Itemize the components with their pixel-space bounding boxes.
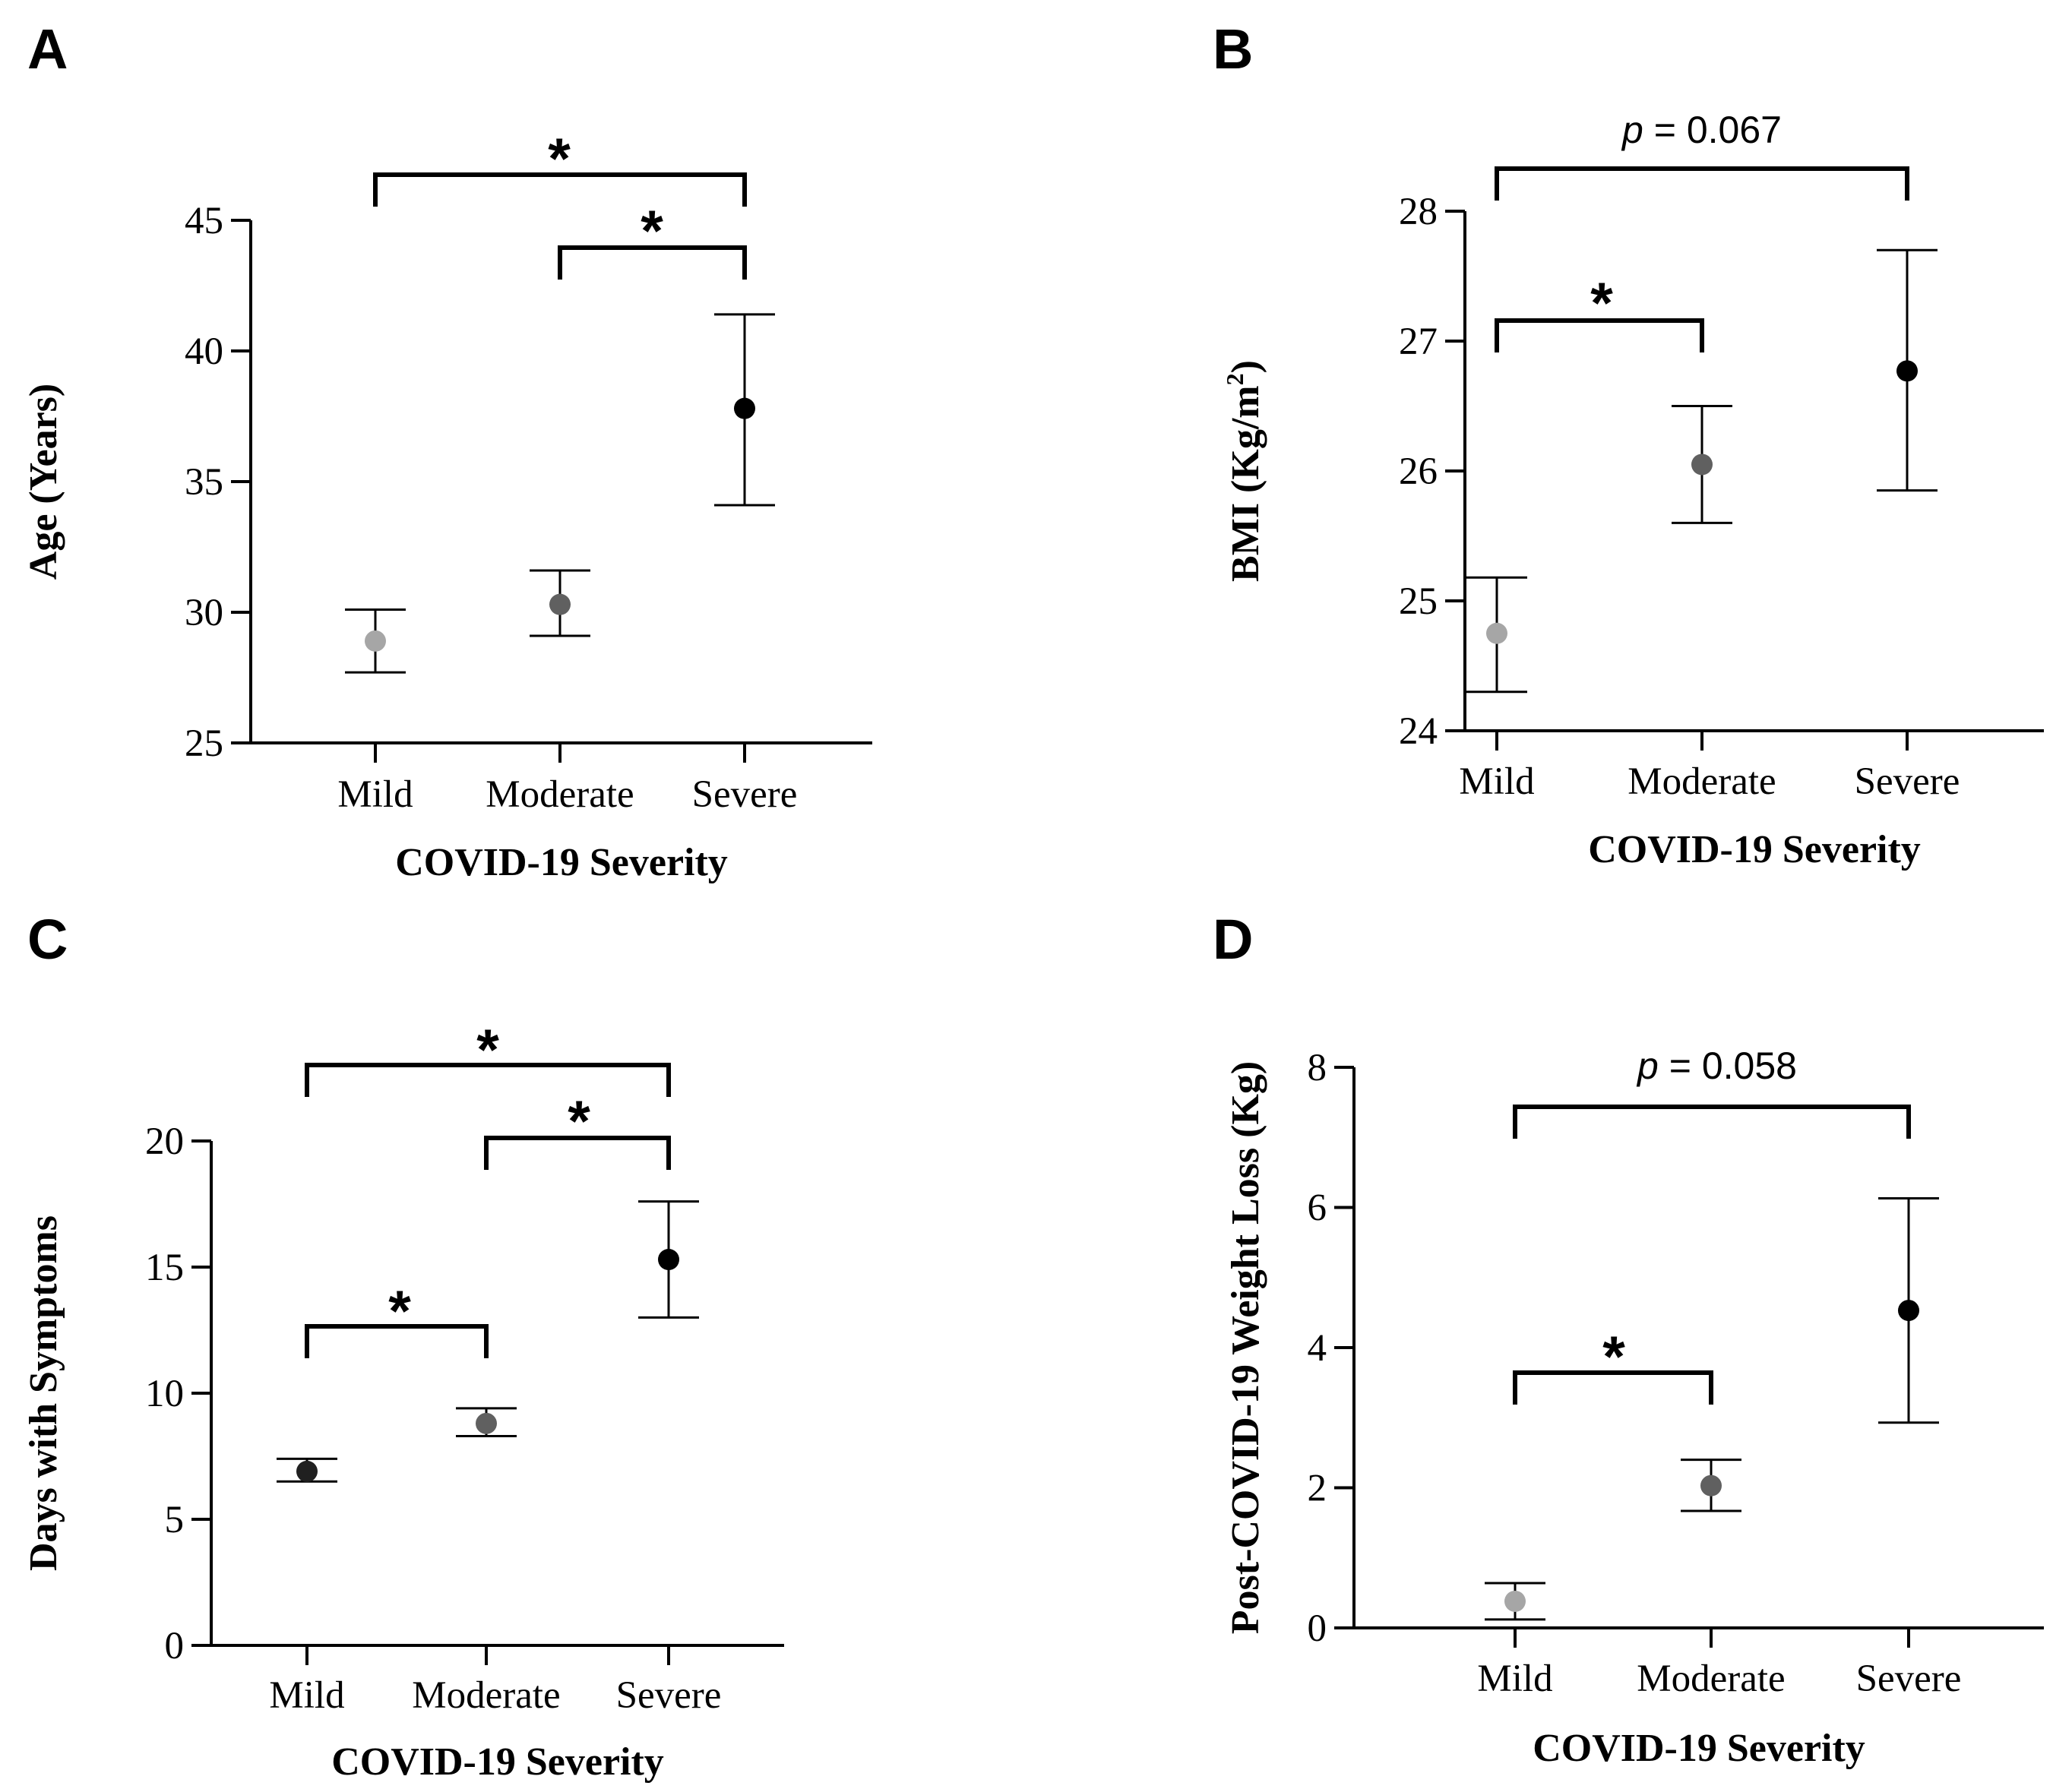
panel-c-significance-bracket bbox=[305, 1324, 489, 1358]
panel-c-point-moderate bbox=[476, 1412, 497, 1434]
panel-d-p-value: = 0.058 bbox=[1659, 1045, 1797, 1087]
panel-b-y-tick-label: 25 bbox=[1399, 580, 1438, 623]
panel-b-x-axis-title: COVID-19 Severity bbox=[1588, 828, 1921, 871]
panel-a-significance-bracket bbox=[558, 245, 747, 280]
panel-c-significance-star: * bbox=[476, 1018, 499, 1082]
panel-d-x-tick-label: Severe bbox=[1856, 1658, 1962, 1700]
panel-c-significance-bracket bbox=[484, 1136, 671, 1170]
panel-d-x-tick-label: Moderate bbox=[1637, 1658, 1785, 1700]
panel-b-y-tick-label: 24 bbox=[1399, 710, 1438, 753]
panel-b-letter: B bbox=[1213, 17, 1253, 81]
panel-a-point-severe bbox=[734, 397, 755, 419]
panel-c-point-mild bbox=[296, 1460, 318, 1482]
panel-a-x-tick-label: Moderate bbox=[486, 773, 634, 816]
panel-b-point-moderate bbox=[1691, 454, 1713, 476]
panel-b-point-severe bbox=[1896, 360, 1918, 382]
panel-b-p-value-label: p = 0.067 bbox=[1621, 109, 1782, 151]
panel-b-y-axis-title-main: BMI (Kg/m bbox=[1224, 385, 1267, 582]
panel-d-p-symbol: p bbox=[1636, 1045, 1659, 1087]
panel-d-x-tick-label: Mild bbox=[1477, 1658, 1552, 1700]
panel-b-y-tick-label: 28 bbox=[1399, 191, 1438, 233]
panel-a-y-tick-label: 40 bbox=[185, 330, 223, 373]
panel-b-significance-star: * bbox=[1590, 271, 1613, 336]
panel-d-point-moderate bbox=[1700, 1474, 1722, 1496]
panel-c-x-tick-label: Mild bbox=[269, 1674, 344, 1717]
panel-b-point-mild bbox=[1486, 622, 1507, 644]
panel-a-significance-star: * bbox=[641, 199, 663, 264]
panel-c-significance-star: * bbox=[568, 1089, 590, 1154]
panel-d-p-value-label: p = 0.058 bbox=[1636, 1045, 1797, 1087]
panel-b-p-symbol: p bbox=[1621, 109, 1643, 151]
panel-c-y-tick-label: 10 bbox=[145, 1373, 184, 1415]
panel-c-point-severe bbox=[658, 1249, 679, 1271]
panel-c-x-tick-label: Moderate bbox=[412, 1674, 560, 1717]
panel-c-letter: C bbox=[27, 908, 68, 971]
panel-a-x-axis-title: COVID-19 Severity bbox=[395, 841, 728, 884]
panel-b-p-value: = 0.067 bbox=[1643, 109, 1782, 151]
panel-b-x-tick-label: Severe bbox=[1855, 760, 1960, 803]
panel-b-y-axis-title: BMI (Kg/m2) bbox=[1221, 360, 1267, 582]
panel-a-y-tick-label: 35 bbox=[185, 461, 223, 504]
panel-a-point-moderate bbox=[549, 593, 571, 615]
panel-d-significance-bracket bbox=[1513, 1105, 1911, 1139]
panel-a-x-tick-label: Mild bbox=[337, 773, 413, 816]
panel-b-y-tick-label: 27 bbox=[1399, 321, 1438, 363]
panel-b-y-axis-title-end: ) bbox=[1224, 360, 1267, 373]
panel-a-point-mild bbox=[365, 630, 386, 652]
panel-d-x-axis-title: COVID-19 Severity bbox=[1533, 1727, 1865, 1770]
panel-d-letter: D bbox=[1213, 908, 1253, 971]
panel-c-y-tick-label: 5 bbox=[165, 1499, 185, 1541]
panel-b-significance-bracket bbox=[1495, 318, 1704, 352]
panel-d-significance-star: * bbox=[1602, 1325, 1625, 1389]
panel-c-x-tick-label: Severe bbox=[616, 1674, 722, 1717]
panel-a-x-tick-label: Severe bbox=[692, 773, 798, 816]
panel-c-significance-star: * bbox=[388, 1279, 411, 1344]
panel-c-y-tick-label: 0 bbox=[165, 1625, 185, 1667]
panel-a-y-axis-title: Age (Years) bbox=[22, 384, 65, 580]
panel-d-point-severe bbox=[1898, 1300, 1919, 1322]
panel-b-y-tick-label: 26 bbox=[1399, 450, 1438, 493]
panel-a-y-tick-label: 30 bbox=[185, 592, 223, 634]
panel-a-letter: A bbox=[27, 17, 68, 81]
panel-b-y-axis-title-sup: 2 bbox=[1221, 373, 1248, 385]
panel-d-y-axis-title: Post-COVID-19 Weight Loss (Kg) bbox=[1224, 1061, 1267, 1634]
panel-d-y-tick-label: 0 bbox=[1308, 1607, 1327, 1650]
panel-b-significance-bracket bbox=[1495, 166, 1909, 201]
panel-a-significance-bracket bbox=[373, 172, 747, 207]
panel-d-y-tick-label: 4 bbox=[1308, 1327, 1327, 1370]
panel-d-y-tick-label: 8 bbox=[1308, 1047, 1327, 1089]
panel-b-x-tick-label: Mild bbox=[1459, 760, 1534, 803]
panel-d-significance-bracket bbox=[1513, 1370, 1713, 1405]
panel-b-x-tick-label: Moderate bbox=[1628, 760, 1776, 803]
panel-c-y-axis-title: Days with Symptoms bbox=[22, 1215, 65, 1571]
panel-a-y-tick-label: 25 bbox=[185, 722, 223, 765]
panel-c-y-tick-label: 15 bbox=[145, 1247, 184, 1289]
panel-c-x-axis-title: COVID-19 Severity bbox=[331, 1740, 664, 1784]
panel-c-y-tick-label: 20 bbox=[145, 1120, 184, 1163]
panel-d-y-tick-label: 2 bbox=[1308, 1468, 1327, 1510]
panel-c-significance-bracket bbox=[305, 1063, 671, 1097]
panel-a-y-tick-label: 45 bbox=[185, 200, 223, 242]
panel-d-point-mild bbox=[1504, 1590, 1526, 1612]
panel-d-y-tick-label: 6 bbox=[1308, 1187, 1327, 1230]
panel-a-significance-star: * bbox=[548, 127, 571, 191]
